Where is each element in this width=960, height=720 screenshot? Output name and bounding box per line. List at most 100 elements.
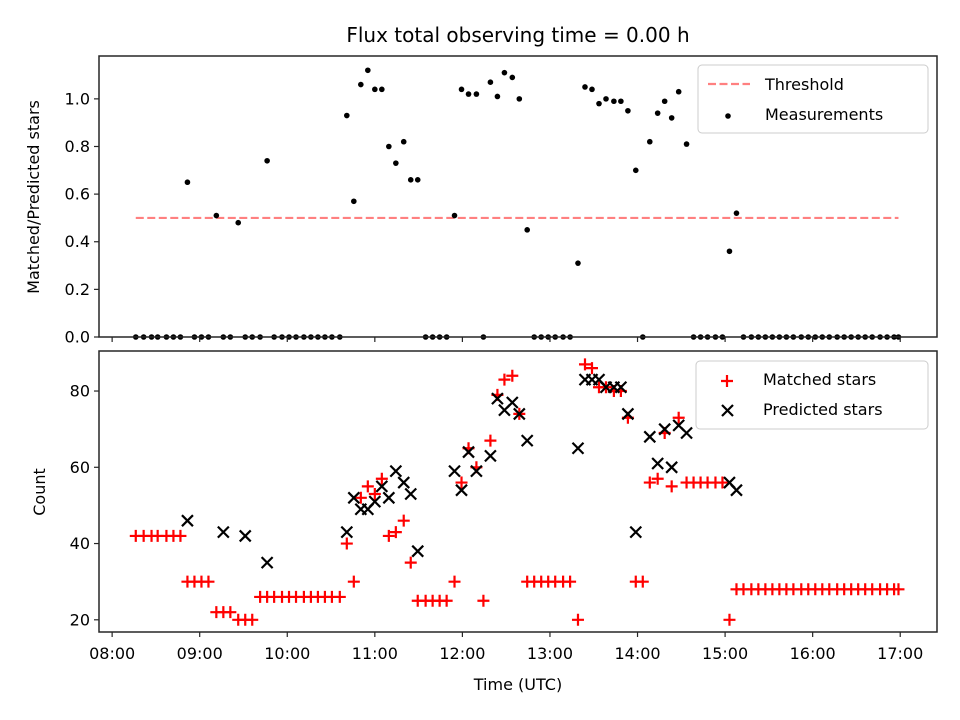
x-tick-label: 12:00: [439, 644, 485, 663]
matched-star-point: [202, 575, 215, 588]
measurement-point: [235, 219, 242, 226]
count-y-ticks: 20 40 60 80: [70, 382, 99, 629]
measurement-point: [451, 212, 458, 219]
measurement-point: [494, 93, 501, 100]
ratio-y-axis-label: Matched/Predicted stars: [24, 100, 43, 294]
legend-measurements-swatch: [725, 113, 731, 119]
measurement-point: [654, 110, 661, 116]
matched-star-point: [333, 590, 346, 603]
matched-star-point: [174, 529, 187, 542]
y-tick-label: 0.6: [65, 185, 90, 204]
matched-star-point: [723, 613, 736, 626]
matched-star-point: [375, 472, 388, 485]
y-tick-label: 40: [70, 534, 90, 553]
predicted-star-point: [404, 487, 418, 501]
matched-star-point: [651, 472, 664, 485]
legend-matched-label: Matched stars: [763, 370, 876, 389]
x-tick-label: 17:00: [877, 644, 923, 663]
legend-predicted-label: Predicted stars: [763, 400, 883, 419]
predicted-star-point: [658, 422, 671, 436]
measurement-point: [400, 138, 407, 145]
x-tick-label: 14:00: [614, 644, 660, 663]
legend-measurements-label: Measurements: [765, 105, 883, 124]
predicted-star-point: [520, 434, 534, 447]
matched-star-point: [477, 594, 490, 607]
predicted-star-point: [375, 480, 389, 493]
measurement-point: [675, 88, 682, 95]
measurement-point: [509, 74, 516, 81]
predicted-star-point: [491, 392, 504, 405]
measurement-point: [603, 96, 609, 102]
count-panel: 20 40 60 80 08:00 09:00 10:00 11:00 12:00 13:00 1…: [30, 350, 938, 694]
y-tick-label: 0.4: [65, 232, 90, 251]
matched-star-point: [246, 613, 259, 626]
predicted-star-point: [621, 407, 635, 421]
measurement-point: [465, 91, 472, 97]
measurement-point: [726, 248, 733, 255]
matched-star-point: [340, 537, 353, 550]
measurement-point: [582, 84, 588, 90]
predicted-star-point: [484, 449, 497, 463]
count-marks: [129, 358, 905, 626]
y-tick-label: 1.0: [65, 89, 90, 108]
matched-star-point: [484, 434, 497, 447]
count-axes-frame: [98, 350, 938, 633]
matched-star-point: [368, 487, 381, 500]
x-tick-label: 08:00: [89, 644, 135, 663]
measurement-point: [184, 179, 191, 186]
predicted-star-point: [730, 483, 743, 497]
legend-threshold-label: Threshold: [764, 75, 844, 94]
measurement-point: [524, 227, 530, 233]
matched-star-point: [448, 575, 461, 588]
x-tick-label: 13:00: [527, 644, 573, 663]
matched-star-point: [354, 491, 367, 504]
count-legend-box: [695, 360, 929, 430]
y-tick-label: 60: [70, 458, 90, 477]
measurement-point: [458, 86, 465, 93]
matched-star-point: [636, 575, 649, 588]
measurement-point: [596, 100, 602, 107]
count-y-axis-label: Count: [30, 468, 49, 516]
count-legend: Matched stars Predicted stars: [695, 360, 929, 430]
y-tick-label: 0.2: [65, 280, 90, 299]
matched-star-point: [455, 476, 468, 489]
measurement-point: [487, 79, 494, 85]
x-tick-label: 11:00: [352, 644, 398, 663]
measurement-point: [589, 86, 595, 93]
x-tick-label: 09:00: [177, 644, 223, 663]
legend-matched-swatch: [721, 375, 733, 387]
predicted-star-point: [448, 464, 461, 478]
matched-star-point: [643, 476, 656, 489]
y-tick-label: 20: [70, 610, 90, 629]
matched-star-point: [506, 369, 519, 382]
measurement-point: [264, 157, 270, 164]
matched-star-point: [578, 358, 591, 371]
ratio-legend-box: [697, 64, 929, 134]
predicted-star-point: [643, 430, 657, 444]
measurement-point: [351, 198, 357, 205]
matched-star-point: [585, 362, 598, 375]
ratio-y-ticks: 0.0 0.2 0.4 0.6 0.8 1.0: [65, 89, 99, 347]
measurement-point: [501, 69, 508, 76]
predicted-star-point: [614, 380, 628, 394]
measurement-point: [632, 167, 639, 174]
measurement-point: [683, 141, 690, 147]
x-tick-label: 16:00: [790, 644, 836, 663]
predicted-star-point: [238, 529, 252, 543]
matched-star-point: [382, 529, 395, 542]
matched-star-point: [389, 526, 402, 539]
predicted-star-point: [411, 544, 425, 558]
measurement-point: [668, 115, 675, 121]
x-axis-label: Time (UTC): [473, 675, 562, 694]
measurement-point: [646, 138, 653, 145]
predicted-star-point: [382, 491, 396, 505]
measurement-point: [386, 143, 392, 150]
x-tick-label: 10:00: [264, 644, 310, 663]
measurement-point: [625, 107, 631, 114]
predicted-star-point: [513, 407, 526, 421]
measurement-point: [661, 98, 668, 105]
matched-star-point: [665, 480, 678, 493]
matched-star-point: [440, 594, 453, 607]
measurement-point: [414, 177, 421, 183]
ratio-x-ticks: [111, 337, 901, 342]
